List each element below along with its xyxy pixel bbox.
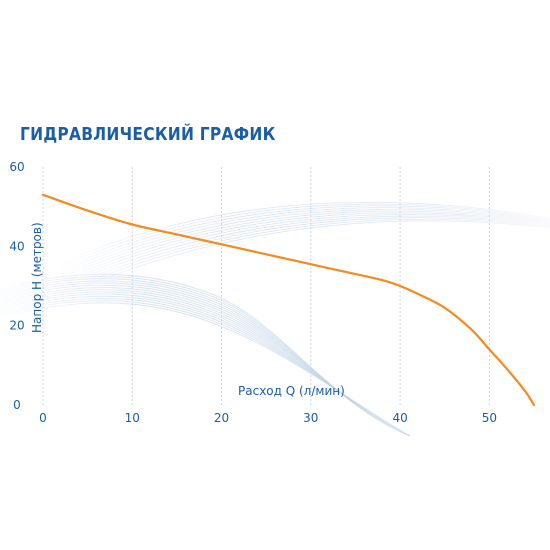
grid <box>42 167 490 405</box>
y-tick-label: 20 <box>9 319 24 333</box>
x-tick-label: 30 <box>303 411 318 425</box>
series-line <box>41 193 536 407</box>
y-tick-label: 0 <box>13 398 21 412</box>
x-tick-label: 10 <box>125 411 140 425</box>
background-waves <box>0 201 550 437</box>
y-tick-label: 60 <box>9 160 24 174</box>
x-tick-label: 50 <box>482 411 497 425</box>
x-tick-label: 20 <box>214 411 229 425</box>
x-axis-title: Расход Q (л/мин) <box>238 384 345 398</box>
tick-labels: 0 10 20 30 40 50 0 20 40 60 <box>9 160 497 425</box>
y-tick-label: 40 <box>9 239 24 253</box>
chart-title: ГИДРАВЛИЧЕСКИЙ ГРАФИК <box>20 124 276 145</box>
x-tick-label: 40 <box>392 411 407 425</box>
x-tick-label: 0 <box>39 411 47 425</box>
series <box>41 193 536 407</box>
y-axis-title: Напор H (метров) <box>30 222 44 333</box>
